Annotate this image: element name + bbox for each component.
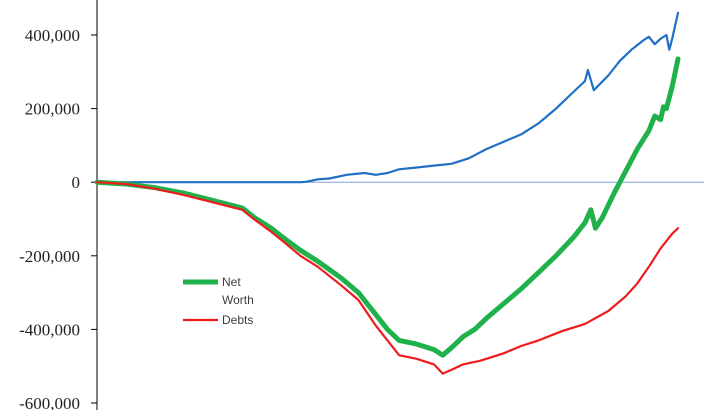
series-line-1	[95, 11, 680, 184]
y-tick-label: -200,000	[19, 247, 80, 266]
y-tick-label: -400,000	[19, 320, 80, 339]
series-line-3	[95, 181, 680, 375]
series-group	[94, 11, 681, 375]
series-line-2	[94, 56, 681, 358]
y-tick-label: 400,000	[25, 26, 80, 45]
plot-area: 400,000 200,000 0 -200,000 -400,000 -600,000	[19, 0, 704, 410]
y-axis-ticks: 400,000 200,000 0 -200,000 -400,000 -600,000	[19, 26, 97, 410]
legend-label: Worth	[222, 293, 254, 307]
legend: Net Worth Debts	[183, 275, 254, 327]
legend-label: Net	[222, 275, 241, 289]
y-tick-label: 0	[72, 173, 81, 192]
y-tick-label: 200,000	[25, 100, 80, 119]
legend-label: Debts	[222, 313, 253, 327]
y-tick-label: -600,000	[19, 394, 80, 410]
